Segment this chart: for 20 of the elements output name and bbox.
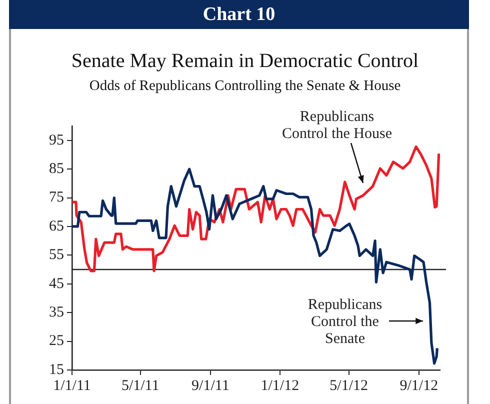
x-tick-label: 5/1/12 [330, 378, 368, 394]
x-tick-label: 1/1/11 [53, 378, 91, 394]
caption: Chart 10 [9, 0, 469, 29]
x-tick-label: 9/1/11 [192, 378, 230, 394]
x-tick-label: 1/1/12 [260, 378, 300, 394]
y-tick-label: 95 [49, 132, 64, 148]
annotation: Republicans Control the House [282, 108, 392, 142]
y-tick-label: 85 [49, 160, 64, 177]
y-tick-label: 15 [49, 362, 64, 378]
x-tick-label: 5/1/11 [121, 378, 160, 394]
y-tick-label: 25 [49, 333, 64, 350]
x-tick-label: 9/1/12 [400, 378, 438, 394]
annotation: Republicans Control the Senate [308, 296, 382, 347]
y-tick-label: 45 [49, 276, 64, 292]
chart-title: Senate May Remain in Democratic Control [70, 50, 420, 73]
y-tick-label: 65 [49, 218, 64, 234]
y-tick-label: 55 [49, 247, 64, 264]
y-tick-label: 35 [49, 304, 64, 321]
chart-subtitle: Odds of Republicans Controlling the Senate & House [88, 78, 402, 95]
y-tick-label: 75 [49, 190, 64, 206]
